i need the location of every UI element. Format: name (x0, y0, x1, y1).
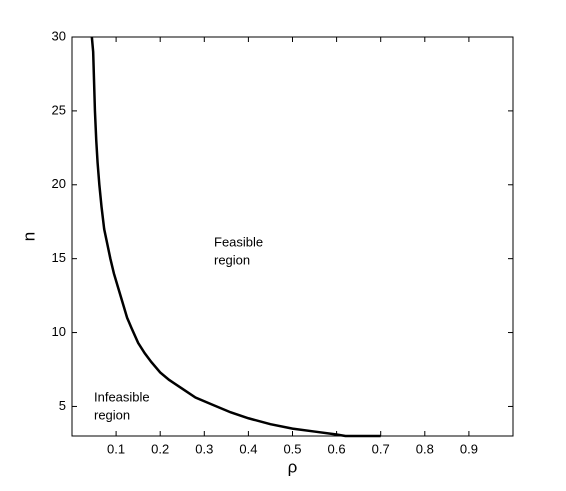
x-tick-label: 0.8 (416, 441, 434, 456)
x-tick-label: 0.5 (283, 441, 301, 456)
x-axis-label: ρ (288, 457, 298, 476)
x-tick-label: 0.2 (151, 441, 169, 456)
annotation: region (214, 252, 250, 267)
x-tick-label: 0.9 (460, 441, 478, 456)
x-tick-label: 0.3 (195, 441, 213, 456)
y-tick-label: 20 (52, 176, 66, 191)
y-axis-label: n (19, 232, 38, 241)
x-tick-label: 0.4 (239, 441, 257, 456)
y-tick-label: 5 (59, 398, 66, 413)
annotation: Feasible (214, 234, 263, 249)
plot-area (71, 36, 514, 437)
y-tick-label: 30 (52, 28, 66, 43)
y-tick-label: 10 (52, 324, 66, 339)
curve (90, 36, 381, 438)
y-tick-label: 15 (52, 250, 66, 265)
y-tick-label: 25 (52, 102, 66, 117)
annotation: region (94, 407, 130, 422)
annotation: Infeasible (94, 389, 150, 404)
x-tick-label: 0.7 (372, 441, 390, 456)
x-tick-label: 0.1 (107, 441, 125, 456)
x-tick-label: 0.6 (328, 441, 346, 456)
